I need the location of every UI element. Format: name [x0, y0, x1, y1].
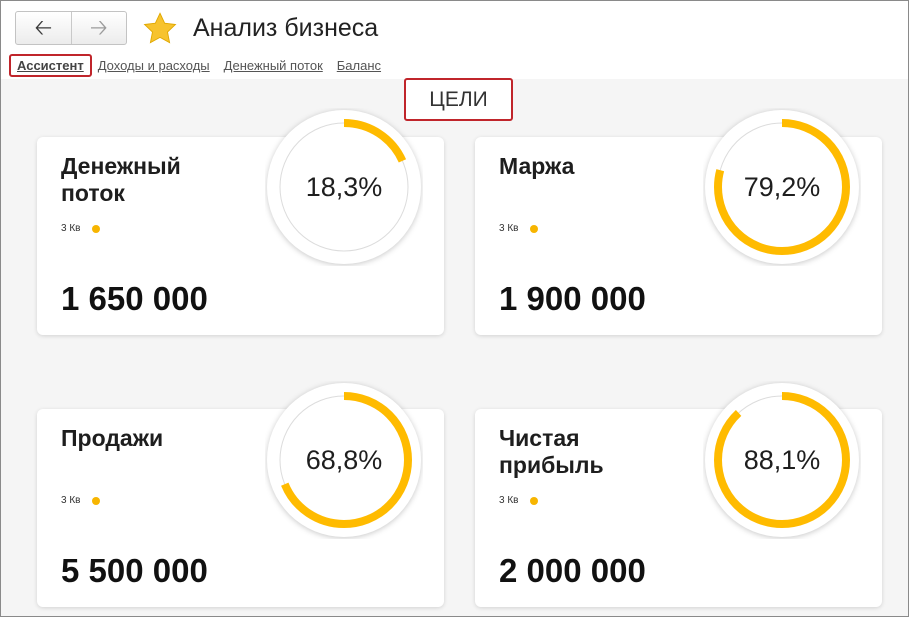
tab-bar: Ассистент Доходы и расходы Денежный пото…: [9, 52, 395, 78]
period-label: 3 Кв: [61, 495, 101, 506]
progress-gauge: 18,3%: [265, 108, 423, 266]
card-title: Чистая прибыль: [499, 425, 604, 478]
percent-label: 68,8%: [305, 444, 383, 475]
card-title: Денежный поток: [61, 153, 181, 206]
tab-assistant[interactable]: Ассистент: [9, 53, 92, 77]
tab-cash-flow[interactable]: Денежный поток: [223, 57, 323, 73]
card-amount: 2 000 000: [499, 552, 646, 589]
tab-income-expenses[interactable]: Доходы и расходы: [97, 57, 210, 73]
progress-gauge: 88,1%: [703, 381, 861, 539]
period-text: 3 Кв: [61, 495, 81, 506]
card-amount: 1 650 000: [61, 280, 208, 317]
status-dot-icon: [92, 496, 101, 505]
percent-label: 88,1%: [743, 444, 821, 475]
card-title: Продажи: [61, 425, 164, 451]
period-label: 3 Кв: [499, 495, 539, 506]
navigation-buttons: 🡠 🡢: [15, 11, 127, 45]
section-title: ЦЕЛИ: [404, 78, 513, 121]
status-dot-icon: [530, 224, 539, 233]
progress-arc: [714, 392, 850, 528]
percent-label: 79,2%: [743, 171, 821, 202]
progress-gauge: 68,8%: [265, 381, 423, 539]
page-title: Анализ бизнеса: [193, 14, 379, 42]
status-dot-icon: [92, 224, 101, 233]
progress-arc: [714, 119, 850, 255]
percent-label: 18,3%: [305, 171, 383, 202]
period-label: 3 Кв: [499, 223, 539, 234]
card-title: Маржа: [499, 153, 575, 179]
arrow-right-icon: 🡢: [89, 15, 108, 40]
arrow-left-icon: 🡠: [34, 15, 53, 40]
progress-gauge: 79,2%: [703, 108, 861, 266]
period-text: 3 Кв: [61, 223, 81, 234]
card-amount: 5 500 000: [61, 552, 208, 589]
back-button[interactable]: 🡠: [16, 12, 72, 44]
period-label: 3 Кв: [61, 223, 101, 234]
progress-arc: [276, 119, 412, 255]
star-icon[interactable]: [141, 11, 179, 47]
period-text: 3 Кв: [499, 223, 519, 234]
progress-arc: [276, 392, 412, 528]
period-text: 3 Кв: [499, 495, 519, 506]
card-amount: 1 900 000: [499, 280, 646, 317]
tab-balance[interactable]: Баланс: [336, 57, 382, 73]
forward-button[interactable]: 🡢: [72, 12, 127, 44]
status-dot-icon: [530, 496, 539, 505]
